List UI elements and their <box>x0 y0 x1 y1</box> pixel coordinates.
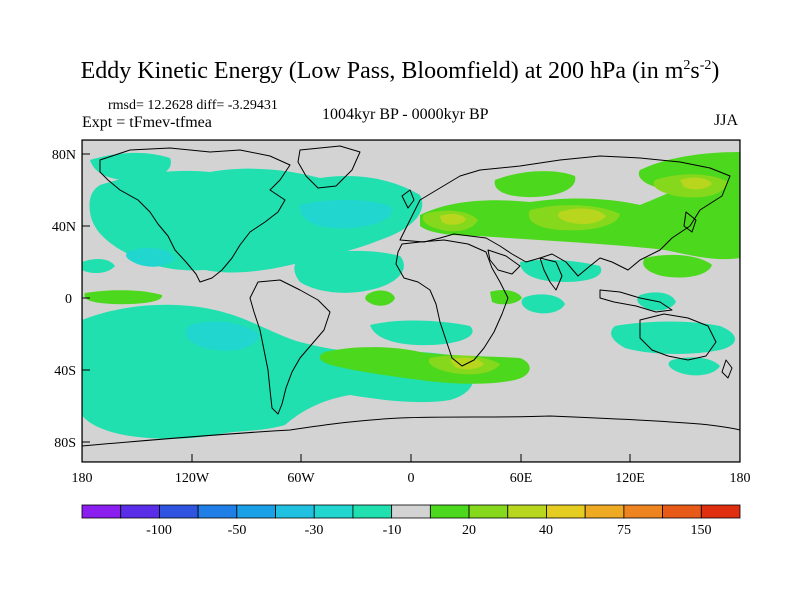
colorbar-swatch <box>391 504 431 519</box>
colorbar-label: -30 <box>305 523 324 538</box>
arabian-peninsula-coast <box>487 249 521 275</box>
lat-label-40s: 40S <box>54 364 76 379</box>
colorbar-swatch <box>700 504 741 519</box>
lon-label-60e: 60E <box>510 471 533 486</box>
colorbar-labels: -100 -50 -30 -10 20 40 75 150 <box>146 523 711 538</box>
indian-ocean-band <box>370 320 473 346</box>
coastlines <box>82 145 740 447</box>
south-america-coast <box>249 279 331 415</box>
europe-asia-coast <box>399 155 731 277</box>
antarctica-coast <box>82 415 740 447</box>
strong-positive-anomalies <box>440 177 712 370</box>
lon-label-120e: 120E <box>615 471 645 486</box>
plot-title: Eddy Kinetic Energy (Low Pass, Bloomfiel… <box>80 58 720 84</box>
colorbar-swatch <box>236 504 276 519</box>
british-isles-coast <box>401 189 415 209</box>
colorbar-swatch <box>623 504 663 519</box>
lon-label-60w: 60W <box>287 471 315 486</box>
map-field <box>82 140 740 462</box>
colorbar-swatch <box>546 504 586 519</box>
negative-anomaly-regions <box>82 152 735 439</box>
colorbar-swatch <box>507 504 547 519</box>
colorbar-swatch <box>197 504 238 519</box>
greenland-coast <box>297 145 361 189</box>
colorbar-swatch <box>584 504 625 519</box>
lon-label-0: 0 <box>408 471 415 486</box>
colorbar-swatch <box>120 504 160 519</box>
experiment-label: Expt = tFmev-tfmea <box>82 114 212 131</box>
equatorial-africa-patch <box>490 290 522 305</box>
colorbar-swatch <box>313 504 354 519</box>
southwest-pacific-patch <box>668 357 720 376</box>
lon-label-180e: 180 <box>730 471 751 486</box>
colorbar-label: 150 <box>691 523 712 538</box>
japan-coast <box>683 211 697 233</box>
equatorial-atlantic-patch <box>365 290 395 306</box>
lat-label-80n: 80N <box>52 148 76 163</box>
north-pacific-patch <box>90 152 171 181</box>
north-america-coast <box>99 147 291 283</box>
colorbar-swatch <box>352 504 393 519</box>
colorbar-swatch <box>429 504 470 519</box>
south-pacific-east <box>611 321 735 354</box>
north-atlantic-core <box>299 199 392 229</box>
colorbar-swatch <box>159 504 199 519</box>
colorbar-label: 75 <box>617 523 631 538</box>
lat-label-0: 0 <box>65 292 72 307</box>
colorbar-swatch <box>662 504 702 519</box>
longitude-axis: 180 120W 60W 0 60E 120E 180 <box>72 454 751 486</box>
new-zealand-coast <box>721 359 733 379</box>
time-period-label: 1004kyr BP - 0000kyr BP <box>322 106 489 123</box>
siberian-patch <box>494 171 576 198</box>
colorbar-label: -10 <box>383 523 402 538</box>
central-asia-peak <box>558 208 606 224</box>
colorbar-swatch <box>275 504 315 519</box>
west-pacific-east-asia <box>643 254 712 278</box>
north-pacific-core <box>126 247 175 267</box>
lat-label-40n: 40N <box>52 220 76 235</box>
colorbar-swatch <box>468 504 509 519</box>
colorbar-label: 20 <box>462 523 476 538</box>
latitude-axis: 80N 40N 0 40S 80S <box>52 148 90 451</box>
strong-negative-anomalies <box>126 199 392 351</box>
colorbar-label: 40 <box>539 523 553 538</box>
lon-label-180w: 180 <box>72 471 93 486</box>
colorbar-label: -100 <box>146 523 172 538</box>
southern-ocean-band <box>82 304 474 439</box>
colorbar-label: -50 <box>228 523 247 538</box>
australia-coast <box>639 313 717 361</box>
central-atlantic-tongue <box>294 250 404 293</box>
north-atlantic-region <box>89 168 423 273</box>
colorbar-swatch <box>81 504 122 519</box>
south-pacific-core <box>185 321 260 351</box>
africa-coast <box>395 239 509 367</box>
indian-subcontinent-coast <box>539 257 563 291</box>
lon-label-120w: 120W <box>175 471 210 486</box>
colorbar <box>81 504 741 519</box>
indonesia-coast <box>599 289 673 313</box>
indian-ocean-patch <box>521 294 565 314</box>
equatorial-east-pacific <box>82 258 115 274</box>
season-label: JJA <box>714 112 739 129</box>
east-asia-peak <box>680 177 712 190</box>
lat-label-80s: 80S <box>54 436 76 451</box>
mediterranean-peak <box>440 213 466 225</box>
east-pacific-sliver <box>520 259 602 282</box>
rmsd-diff-stats: rmsd= 12.2628 diff= -3.29431 <box>108 98 278 113</box>
equatorial-central-pacific <box>84 290 163 305</box>
